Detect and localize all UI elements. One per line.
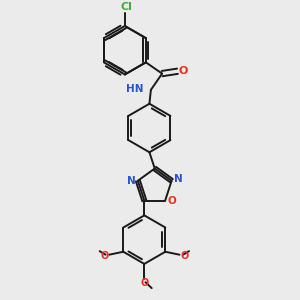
Text: O: O [100,250,109,261]
Text: HN: HN [126,84,143,94]
Text: Cl: Cl [120,2,132,12]
Text: O: O [141,278,149,288]
Text: O: O [180,250,188,261]
Text: O: O [167,196,176,206]
Text: N: N [127,176,136,186]
Text: O: O [178,66,188,76]
Text: N: N [174,174,182,184]
